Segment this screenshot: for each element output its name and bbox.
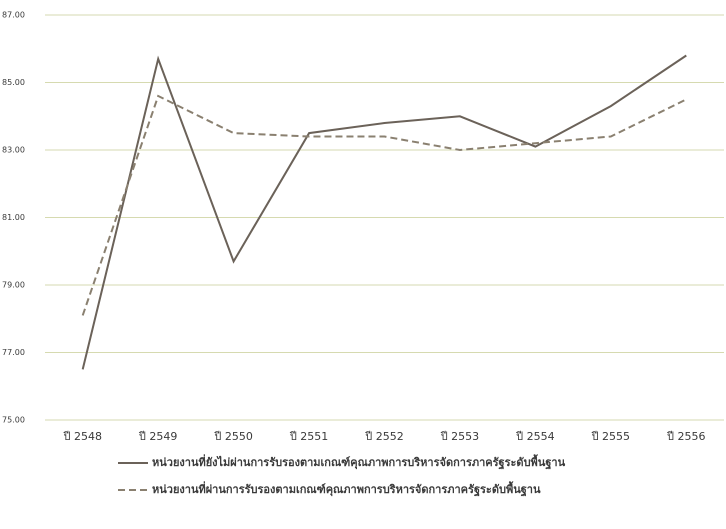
legend-label: หน่วยงานที่ผ่านการรับรองตามเกณฑ์คุณภาพกา…: [152, 481, 541, 497]
y-tick-label: 87.00: [2, 11, 25, 20]
x-tick-label: ปี 2552: [364, 430, 404, 443]
x-tick-label: ปี 2556: [666, 430, 706, 443]
y-tick-label: 81.00: [2, 213, 25, 222]
series-line: [81, 54, 687, 370]
x-tick-label: ปี 2554: [515, 430, 555, 443]
y-tick-label: 83.00: [2, 146, 25, 155]
y-tick-label: 75.00: [2, 416, 25, 425]
legend-label: หน่วยงานที่ยังไม่ผ่านการรับรองตามเกณฑ์คุ…: [152, 454, 566, 470]
y-tick-label: 79.00: [2, 281, 25, 290]
x-tick-label: ปี 2555: [590, 430, 630, 443]
x-tick-label: ปี 2553: [440, 430, 480, 443]
y-tick-label: 77.00: [2, 348, 25, 357]
y-tick-label: 85.00: [2, 78, 25, 87]
x-tick-label: ปี 2548: [62, 430, 102, 443]
x-tick-label: ปี 2550: [213, 430, 253, 443]
series-line: [81, 94, 687, 316]
x-tick-label: ปี 2549: [138, 430, 178, 443]
x-tick-label: ปี 2551: [289, 430, 329, 443]
